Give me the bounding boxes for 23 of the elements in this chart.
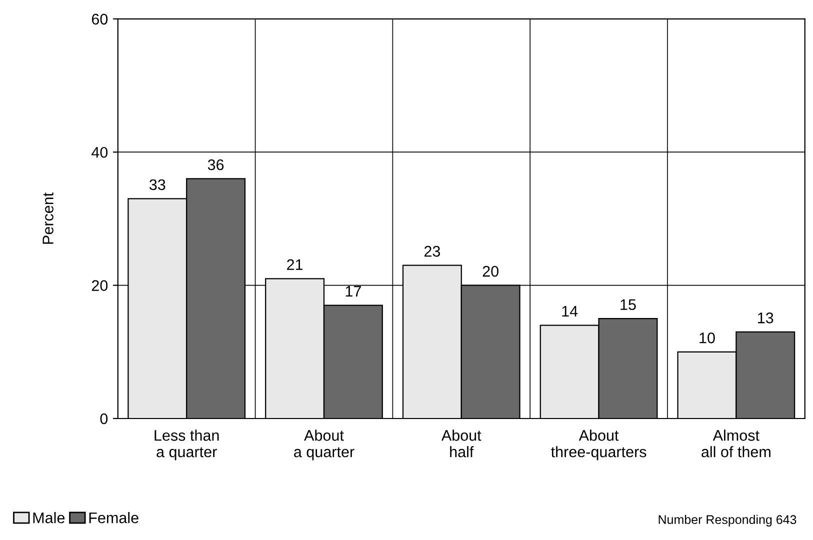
data-label: 23 — [424, 246, 440, 257]
data-label: 14 — [562, 306, 578, 317]
x-tick-label: About half — [441, 430, 482, 458]
data-label: 17 — [346, 286, 361, 297]
data-label: 15 — [620, 299, 636, 310]
text: Number Responding 643 — [658, 514, 796, 526]
legend-label: Male — [33, 512, 65, 524]
y-tick-label: 0 — [100, 413, 108, 424]
data-label: 10 — [700, 332, 715, 344]
legend-label: Female — [89, 512, 138, 524]
data-label: 36 — [208, 159, 224, 170]
data-label: 33 — [149, 179, 166, 190]
x-tick-label: About a quarter — [294, 430, 354, 460]
data-label: 20 — [482, 266, 498, 277]
x-tick-label: Less than a quarter — [154, 430, 219, 460]
data-label: 13 — [758, 312, 774, 324]
y-tick-label: 40 — [92, 146, 108, 158]
x-tick-label: About three-quarters — [551, 430, 646, 460]
y-tick-label: 20 — [92, 280, 108, 291]
x-tick-label: Almost all of them — [702, 430, 770, 458]
y-axis-title: Percent — [42, 192, 54, 244]
data-label: 21 — [287, 259, 303, 270]
y-tick-label: 60 — [92, 14, 108, 25]
